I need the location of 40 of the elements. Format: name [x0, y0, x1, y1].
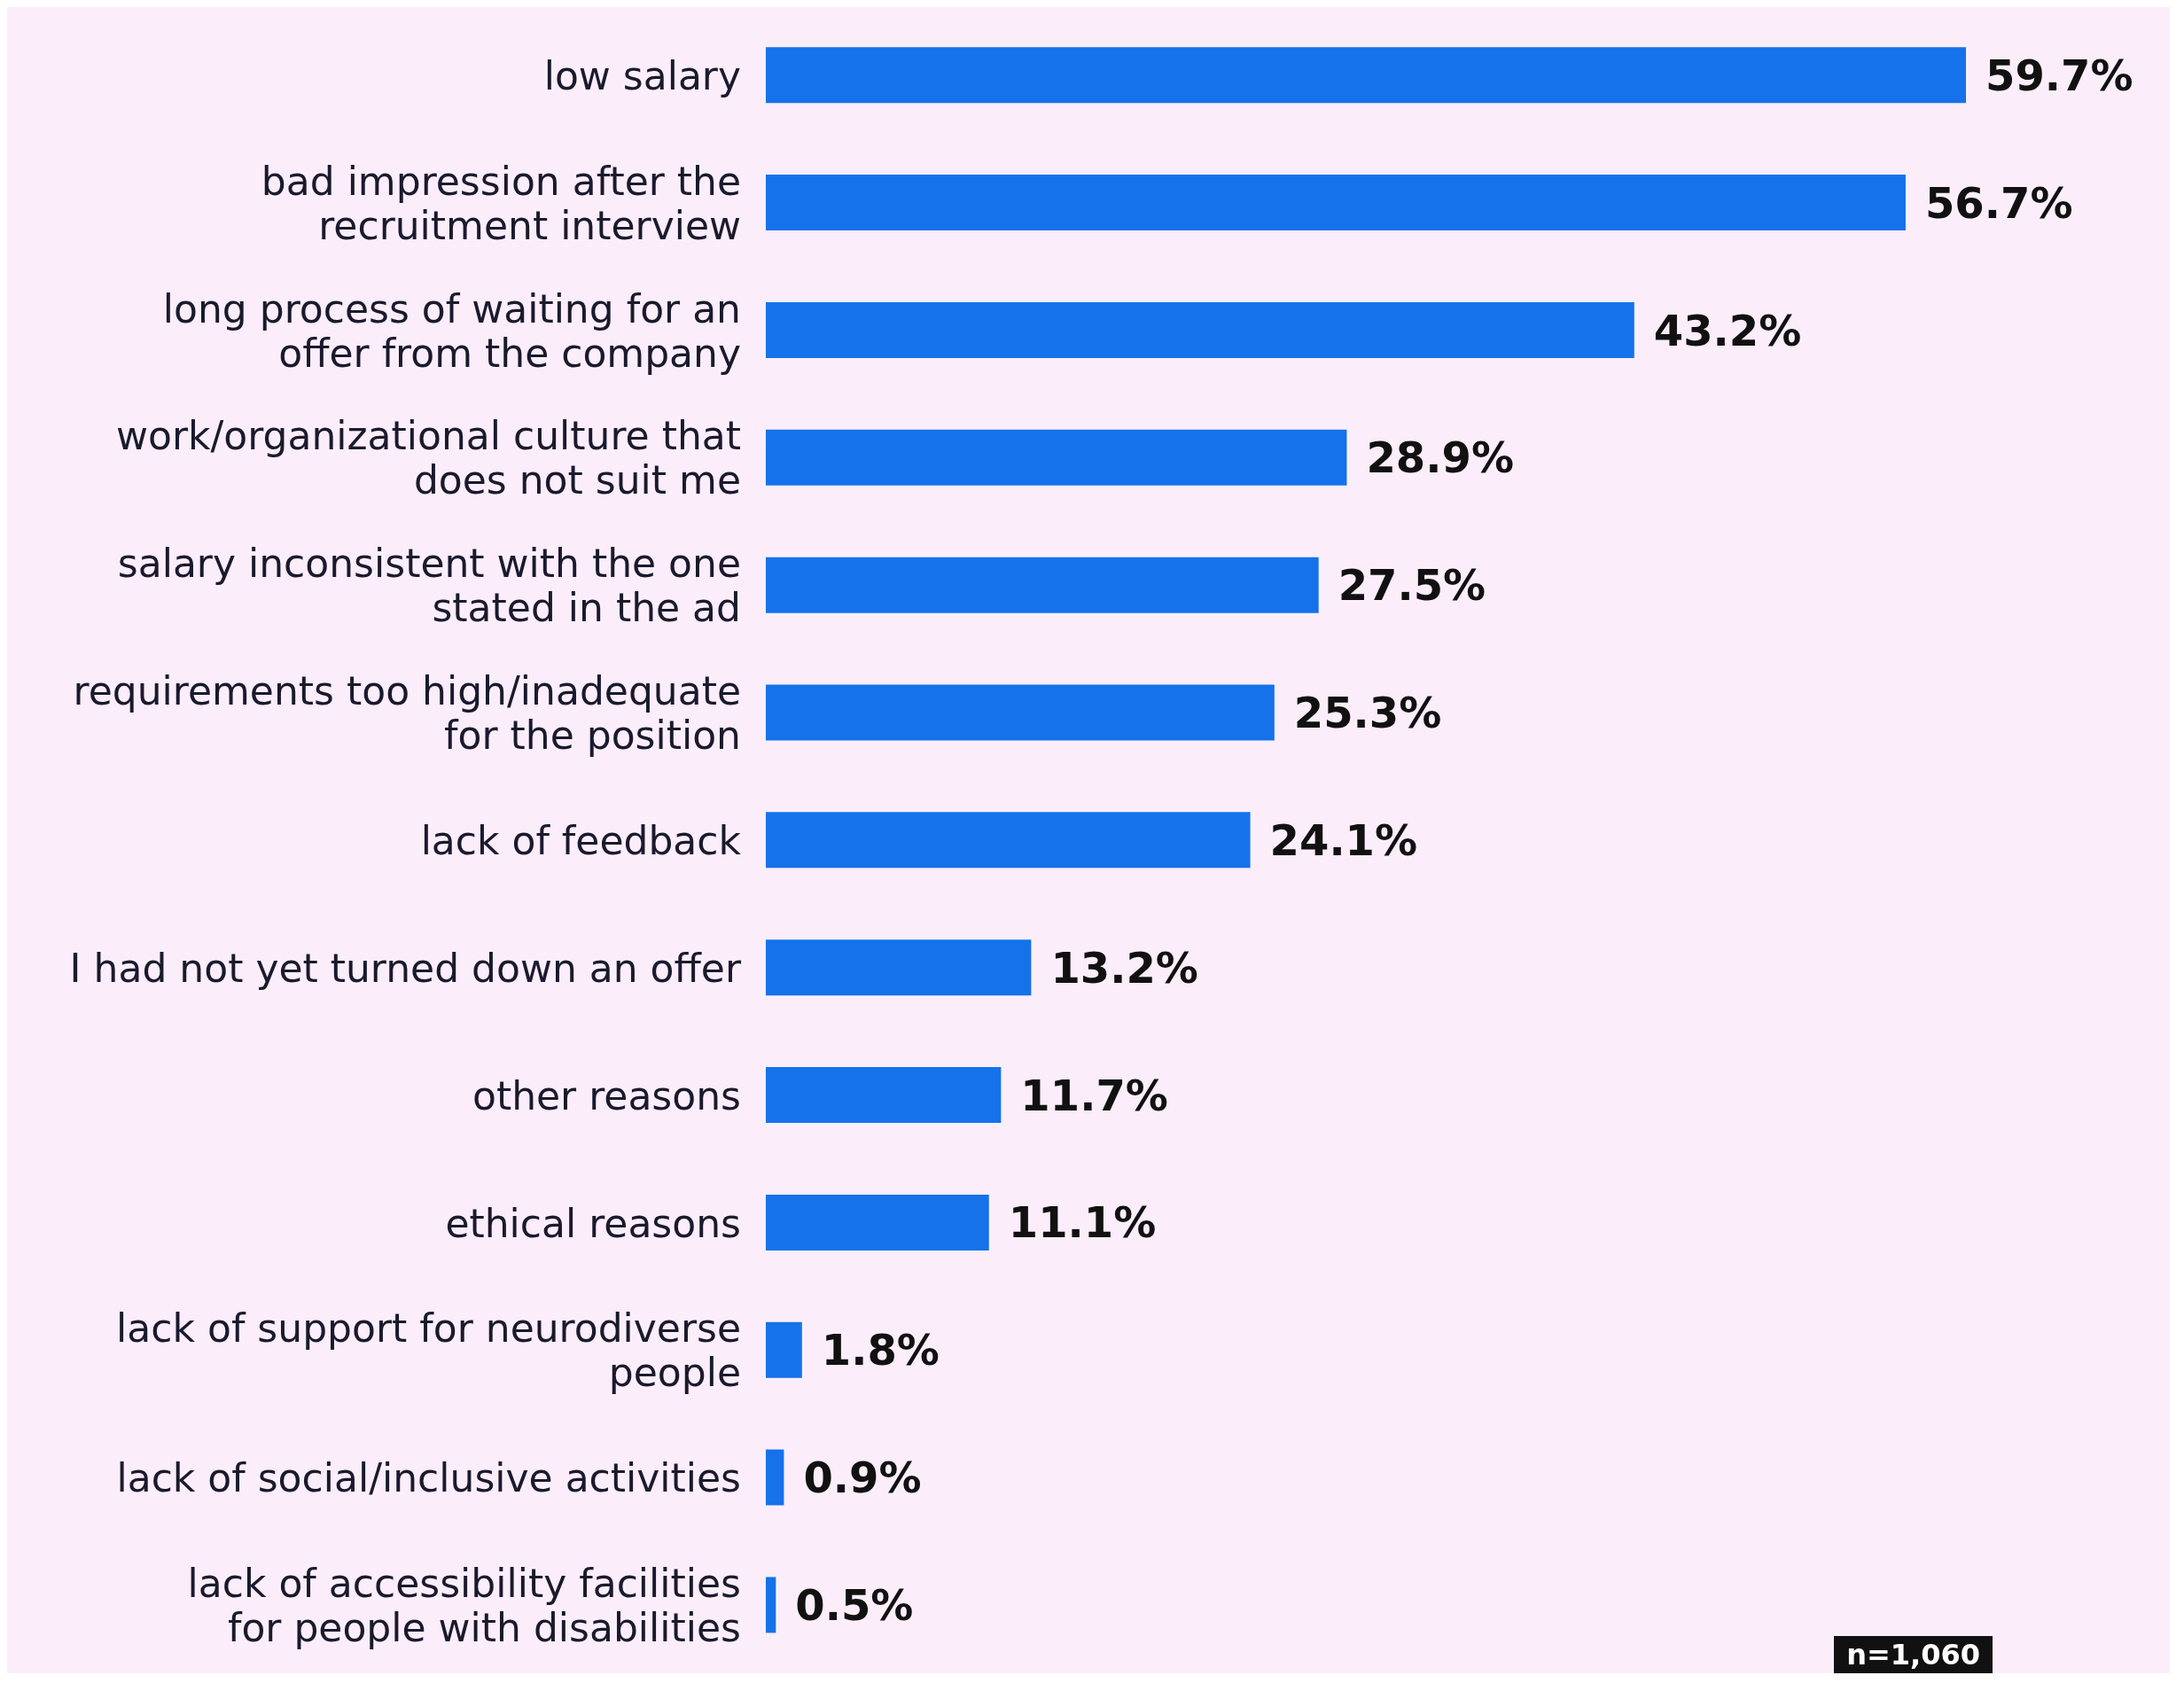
data-label: 24.1%	[1269, 814, 1418, 865]
data-label: 56.7%	[1924, 177, 2073, 228]
y-tick-label: lack of accessibility facilities for people with disabilities	[187, 1560, 741, 1650]
bar	[766, 1321, 802, 1378]
y-tick-label: I had not yet turned down an offer	[69, 945, 742, 991]
y-tick-label: requirements too high/inadequate for the position	[73, 667, 741, 758]
bar	[766, 1577, 776, 1633]
bar	[766, 1449, 784, 1506]
data-label: 1.8%	[821, 1325, 940, 1375]
y-tick-label: lack of social/inclusive activities	[116, 1454, 741, 1500]
y-tick-label: bad impression after the recruitment interview	[261, 158, 741, 248]
bar	[766, 175, 1906, 231]
y-tick-label: ethical reasons	[445, 1200, 741, 1246]
bar	[766, 684, 1275, 741]
bar	[766, 47, 1966, 104]
bar	[766, 557, 1319, 613]
y-tick-label: low salary	[543, 52, 741, 98]
data-label: 27.5%	[1338, 560, 1486, 611]
data-label: 0.9%	[803, 1453, 922, 1503]
y-tick-label: salary inconsistent with the one stated in the ad	[117, 540, 741, 630]
bar	[766, 301, 1634, 358]
y-tick-label: long process of waiting for an offer from the company	[162, 285, 741, 376]
bar	[766, 1194, 989, 1251]
bar	[766, 812, 1251, 869]
data-label: 28.9%	[1366, 432, 1514, 483]
bar	[766, 429, 1347, 486]
y-tick-label: lack of support for neurodiverse people	[116, 1305, 741, 1395]
annotation: n=1,060	[1834, 1636, 1993, 1673]
bar	[766, 1067, 1002, 1124]
data-label: 59.7%	[1985, 50, 2133, 100]
data-label: 43.2%	[1653, 305, 1802, 355]
data-label: 0.5%	[795, 1579, 914, 1630]
y-tick-label: other reasons	[472, 1072, 741, 1118]
bar	[766, 939, 1032, 996]
data-label: 11.1%	[1008, 1197, 1157, 1248]
data-label: 13.2%	[1050, 942, 1198, 993]
data-label: 25.3%	[1293, 688, 1442, 738]
y-tick-label: work/organizational culture that does not suit me	[115, 412, 741, 503]
data-label: 11.7%	[1020, 1070, 1168, 1120]
y-tick-label: lack of feedback	[420, 817, 742, 863]
